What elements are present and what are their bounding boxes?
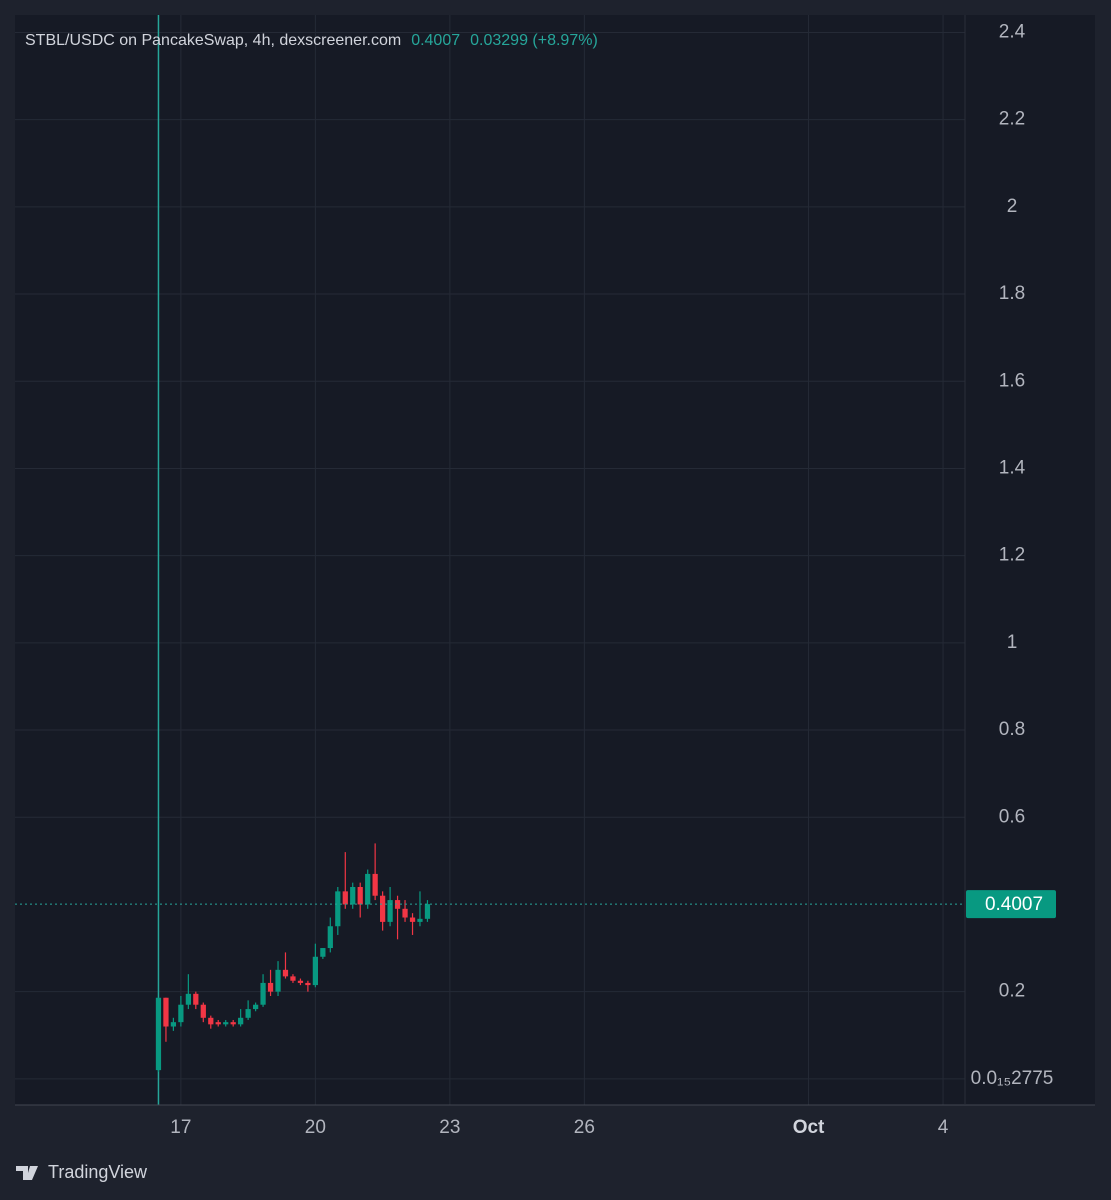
candle-body (424, 904, 431, 919)
candle-body (252, 1004, 259, 1010)
x-tick-label: 23 (439, 1117, 460, 1138)
x-tick-label: 17 (170, 1117, 191, 1138)
candle-body (380, 895, 386, 922)
y-tick-label: 1 (1007, 632, 1018, 653)
candle-body (320, 948, 326, 957)
candle-body (245, 1009, 251, 1018)
y-tick-label: 1.4 (999, 457, 1026, 478)
candle-body (312, 956, 318, 986)
x-tick-label: 20 (305, 1117, 326, 1138)
candle-body (267, 982, 274, 992)
y-tick-label: 2.4 (999, 21, 1026, 42)
last-price-tag-label: 0.4007 (985, 894, 1043, 915)
candle-body (417, 918, 423, 922)
candle-body (260, 982, 266, 1005)
y-tick-label: 0.8 (999, 719, 1025, 740)
header: STBL/USDC on PancakeSwap, 4h, dexscreene… (25, 32, 598, 49)
candle-body (402, 908, 408, 918)
y-tick-label: 2.2 (999, 109, 1025, 130)
candle-body (365, 873, 371, 905)
candle-body (409, 917, 416, 922)
last-price: 0.4007 (411, 32, 460, 49)
candle-body (282, 969, 289, 977)
candle-body (394, 900, 401, 909)
candle-body (238, 1017, 244, 1025)
branding: TradingView (16, 1162, 148, 1182)
candle-body (387, 900, 393, 922)
y-tick-label: 0.0₁₅2775 (971, 1068, 1054, 1089)
candle-body (230, 1022, 236, 1025)
candle-body (215, 1022, 221, 1025)
x-tick-label: 4 (938, 1117, 949, 1138)
candle-body (335, 891, 341, 927)
candle-body (350, 887, 356, 905)
x-tick-label: 26 (574, 1117, 595, 1138)
candle-body (163, 997, 169, 1027)
candle-body (290, 976, 296, 981)
candle-body (178, 1004, 184, 1023)
chart-title: STBL/USDC on PancakeSwap, 4h, dexscreene… (25, 32, 401, 49)
candle-body (170, 1022, 177, 1027)
candle-body (305, 982, 311, 986)
y-tick-label: 0.2 (999, 981, 1025, 1002)
plot-area (15, 15, 1095, 1105)
y-tick-label: 2 (1007, 196, 1018, 217)
y-tick-label: 1.2 (999, 545, 1025, 566)
x-tick-label: Oct (793, 1117, 825, 1138)
candle-body (372, 873, 378, 896)
candle-body (193, 993, 199, 1005)
candle-body (357, 887, 363, 905)
brand-name: TradingView (48, 1162, 148, 1182)
candle-body (185, 993, 191, 1005)
candle-body (155, 997, 162, 1071)
candle-body (342, 891, 348, 905)
candle-body (297, 980, 304, 983)
price-change: 0.03299 (+8.97%) (470, 32, 598, 49)
candle-body (275, 969, 281, 992)
candle-body (200, 1004, 206, 1018)
candle-body (208, 1017, 214, 1025)
logo (16, 1166, 38, 1180)
candle-body (223, 1022, 229, 1025)
y-tick-label: 1.6 (999, 370, 1025, 391)
y-tick-label: 0.6 (999, 806, 1025, 827)
candle-body (327, 926, 333, 949)
y-tick-label: 1.8 (999, 283, 1025, 304)
last-price-tag (966, 890, 1056, 919)
